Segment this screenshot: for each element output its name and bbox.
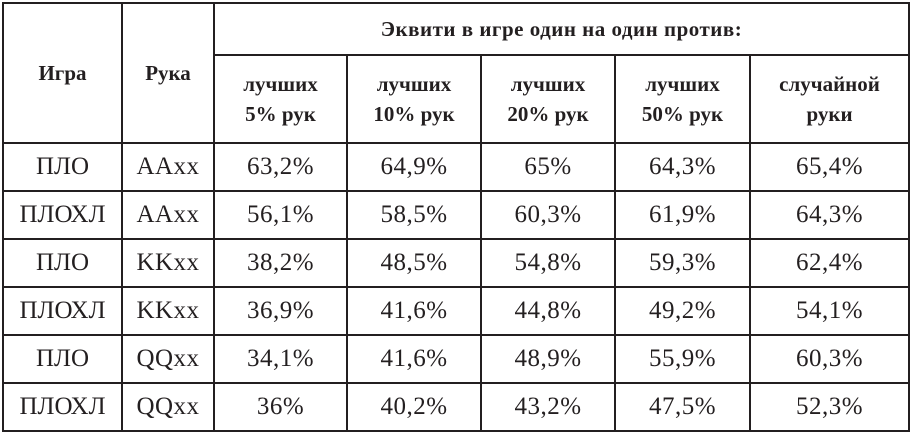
equity-cell: 41,6% bbox=[346, 286, 482, 336]
hand-cell: AAxx bbox=[121, 142, 215, 192]
header-line: руки bbox=[806, 102, 853, 126]
header-game: Игра bbox=[2, 2, 123, 144]
game-cell: ПЛО bbox=[2, 334, 123, 384]
equity-cell: 34,1% bbox=[213, 334, 348, 384]
table-row: ПЛОХЛ QQxx 36% 40,2% 43,2% 47,5% 52,3% bbox=[2, 382, 911, 432]
equity-cell: 43,2% bbox=[480, 382, 616, 432]
equity-cell: 64,3% bbox=[614, 142, 751, 192]
table-row: ПЛО QQxx 34,1% 41,6% 48,9% 55,9% 60,3% bbox=[2, 334, 911, 384]
hand-cell: QQxx bbox=[121, 382, 215, 432]
header-top-50: лучших 50% рук bbox=[614, 54, 751, 144]
header-line: лучших bbox=[376, 72, 452, 96]
game-cell: ПЛОХЛ bbox=[2, 190, 123, 240]
header-line: случайной bbox=[779, 72, 880, 96]
table-row: ПЛО AAxx 63,2% 64,9% 65% 64,3% 65,4% bbox=[2, 142, 911, 192]
header-hand: Рука bbox=[121, 2, 215, 144]
header-top-20: лучших 20% рук bbox=[480, 54, 616, 144]
equity-cell: 49,2% bbox=[614, 286, 751, 336]
equity-cell: 41,6% bbox=[346, 334, 482, 384]
equity-cell: 47,5% bbox=[614, 382, 751, 432]
equity-cell: 36,9% bbox=[213, 286, 348, 336]
equity-cell: 55,9% bbox=[614, 334, 751, 384]
equity-cell: 64,9% bbox=[346, 142, 482, 192]
header-random: случайной руки bbox=[748, 54, 911, 144]
equity-cell: 65,4% bbox=[748, 142, 911, 192]
equity-cell: 54,8% bbox=[480, 238, 616, 288]
equity-cell: 54,1% bbox=[748, 286, 911, 336]
equity-cell: 64,3% bbox=[748, 190, 911, 240]
header-equity-group: Эквити в игре один на один против: bbox=[212, 2, 911, 56]
table-row: ПЛОХЛ AAxx 56,1% 58,5% 60,3% 61,9% 64,3% bbox=[2, 190, 911, 240]
equity-cell: 52,3% bbox=[748, 382, 911, 432]
game-cell: ПЛО bbox=[2, 142, 123, 192]
equity-cell: 61,9% bbox=[614, 190, 751, 240]
header-line: 10% рук bbox=[373, 102, 455, 126]
hand-cell: KKxx bbox=[121, 238, 215, 288]
game-cell: ПЛО bbox=[2, 238, 123, 288]
equity-cell: 63,2% bbox=[213, 142, 348, 192]
equity-cell: 59,3% bbox=[614, 238, 751, 288]
equity-cell: 48,9% bbox=[480, 334, 616, 384]
equity-cell: 65% bbox=[480, 142, 616, 192]
equity-cell: 48,5% bbox=[346, 238, 482, 288]
game-cell: ПЛОХЛ bbox=[2, 382, 123, 432]
header-line: лучших bbox=[243, 72, 318, 96]
header-top-5: лучших 5% рук bbox=[213, 54, 348, 144]
header-line: 5% рук bbox=[245, 102, 316, 126]
equity-cell: 40,2% bbox=[346, 382, 482, 432]
hand-cell: AAxx bbox=[121, 190, 215, 240]
equity-cell: 62,4% bbox=[748, 238, 911, 288]
hand-cell: KKxx bbox=[121, 286, 215, 336]
header-line: 20% рук bbox=[507, 102, 589, 126]
table-row: ПЛОХЛ KKxx 36,9% 41,6% 44,8% 49,2% 54,1% bbox=[2, 286, 911, 336]
hand-cell: QQxx bbox=[121, 334, 215, 384]
header-top-10: лучших 10% рук bbox=[346, 54, 482, 144]
header-line: лучших bbox=[510, 72, 586, 96]
equity-cell: 56,1% bbox=[213, 190, 348, 240]
header-line: 50% рук bbox=[641, 102, 724, 126]
equity-cell: 60,3% bbox=[748, 334, 911, 384]
table-row: ПЛО KKxx 38,2% 48,5% 54,8% 59,3% 62,4% bbox=[2, 238, 911, 288]
equity-cell: 60,3% bbox=[480, 190, 616, 240]
equity-cell: 58,5% bbox=[346, 190, 482, 240]
header-line: лучших bbox=[645, 72, 720, 96]
equity-cell: 36% bbox=[213, 382, 348, 432]
equity-cell: 38,2% bbox=[213, 238, 348, 288]
game-cell: ПЛОХЛ bbox=[2, 286, 123, 336]
equity-cell: 44,8% bbox=[480, 286, 616, 336]
